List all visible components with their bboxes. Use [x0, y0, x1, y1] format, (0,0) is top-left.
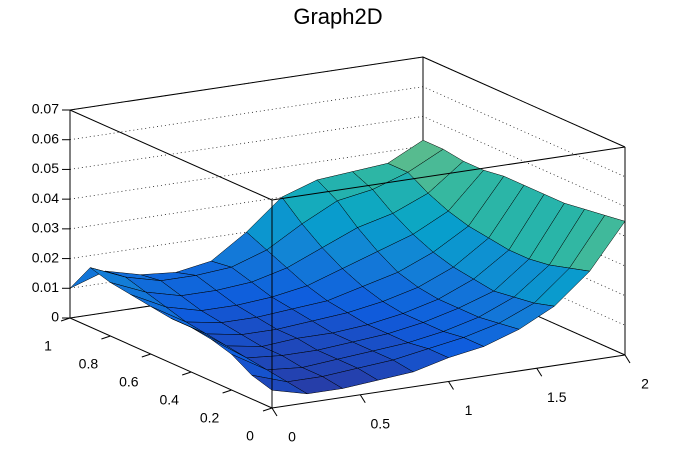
- z-tick-label: 0.07: [32, 101, 59, 117]
- z-tick-label: 0: [51, 309, 59, 325]
- y-tick-label: 0: [246, 428, 254, 444]
- y-tick-label: 0.6: [119, 374, 139, 390]
- z-tick-label: 0.05: [32, 160, 59, 176]
- y-tick-label: 0.8: [79, 356, 99, 372]
- x-tick-label: 1: [465, 402, 473, 418]
- z-tick-label: 0.01: [32, 279, 59, 295]
- y-tick: [262, 407, 273, 412]
- x-tick: [448, 381, 454, 390]
- y-tick: [182, 371, 192, 376]
- box-edge: [69, 56, 424, 111]
- x-tick: [536, 367, 543, 377]
- grid-line: [69, 86, 626, 178]
- x-tick: [624, 354, 631, 364]
- x-tick: [271, 407, 278, 417]
- z-tick-label: 0.02: [32, 249, 59, 265]
- z-tick-label: 0.04: [32, 190, 59, 206]
- box-edge: [69, 317, 273, 409]
- x-tick: [359, 394, 366, 404]
- y-tick-label: 0.4: [159, 392, 179, 408]
- y-tick-label: 1: [44, 338, 52, 354]
- chart-title: Graph2D: [293, 4, 382, 29]
- x-tick-label: 0.5: [371, 415, 391, 431]
- y-tick-label: 0.2: [200, 410, 220, 426]
- box-edge: [271, 146, 626, 201]
- y-tick: [222, 389, 232, 394]
- z-tick-label: 0.06: [32, 130, 59, 146]
- z-tick-label: 0.03: [32, 220, 59, 236]
- x-tick-label: 2: [641, 376, 649, 392]
- box-edge: [422, 56, 626, 148]
- grid-line: [69, 56, 626, 148]
- x-tick-label: 1.5: [547, 389, 567, 405]
- box-edge: [69, 109, 273, 201]
- y-tick: [101, 335, 111, 340]
- surface-cell: [251, 374, 308, 395]
- y-tick: [141, 353, 151, 358]
- x-tick-label: 0: [288, 429, 296, 445]
